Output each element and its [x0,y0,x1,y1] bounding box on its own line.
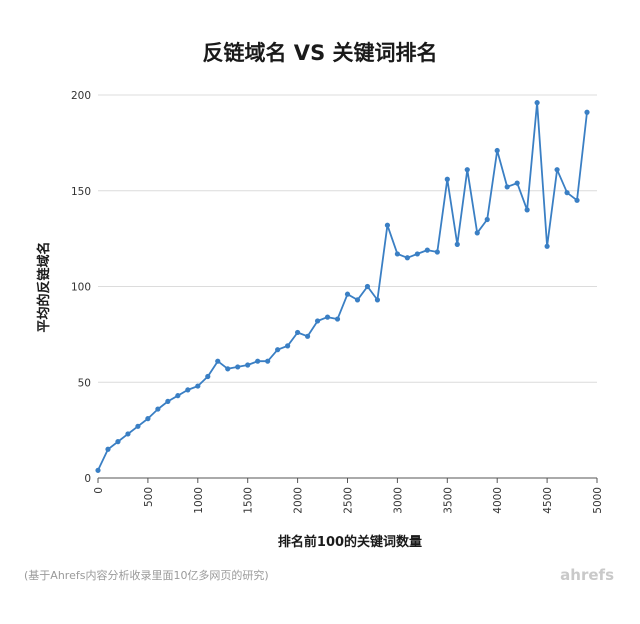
data-point [255,358,261,364]
data-point [245,362,251,368]
data-point [534,100,540,106]
data-point [494,147,500,154]
data-point [574,197,580,203]
data-point [135,423,141,429]
y-tick-label: 100 [71,282,91,294]
data-point [115,439,121,445]
data-point [145,416,151,422]
x-tick-label: 500 [143,487,155,507]
data-point [105,446,111,452]
data-point [544,243,550,249]
data-point [474,230,480,236]
data-point [514,180,520,186]
x-tick-label: 2000 [293,487,305,514]
data-point [155,406,161,412]
brand-logo-text: ahrefs [560,566,614,584]
data-point [324,314,331,320]
data-point [564,190,570,196]
data-point [364,283,371,290]
y-tick-label: 0 [84,473,91,485]
x-tick-label: 1000 [193,487,205,514]
data-point [314,318,321,324]
data-point [334,316,341,322]
data-point [504,184,510,190]
x-tick-label: 4000 [492,487,504,514]
x-tick-label: 5000 [592,487,604,514]
x-tick-label: 0 [93,487,105,494]
x-axis-label: 排名前100的关键词数量 [278,534,422,550]
data-point [304,333,311,339]
y-tick-label: 50 [78,377,91,389]
grid-lines [98,94,597,479]
x-tick-label: 3000 [392,487,404,514]
data-point [584,109,590,115]
y-tick-label: 200 [71,90,91,102]
data-point [484,216,490,223]
data-point [225,366,231,372]
y-tick-label: 150 [71,186,91,198]
data-point [95,467,101,473]
y-axis-label: 平均的反链域名 [36,241,52,332]
data-point [215,358,221,364]
data-point [235,364,241,370]
data-point [125,431,131,437]
data-point [404,255,410,261]
data-point [265,358,271,364]
y-axis-ticks: 0 50 100 150 200 [71,90,91,485]
data-point [344,291,351,297]
x-tick-label: 4500 [542,487,554,514]
x-tick-label: 3500 [442,487,454,514]
data-point [295,329,301,336]
data-point [424,247,430,253]
data-point [275,347,281,353]
data-point [175,393,181,399]
data-point [394,251,400,257]
data-point [444,176,450,182]
data-point [205,373,211,380]
data-point [454,241,460,247]
data-point [195,383,201,389]
data-point [464,167,470,173]
data-series [95,100,590,473]
data-point [165,398,171,404]
data-point [185,387,191,393]
x-axis-ticks: 0 500 1000 1500 2000 2500 3000 3500 4000 4500 5000 [93,478,604,514]
data-point [374,297,381,303]
data-point [434,249,440,255]
x-tick-label: 1500 [243,487,255,514]
data-point [554,167,560,173]
data-point [524,207,530,213]
footnote: (基于Ahrefs内容分析收录里面10亿多网页的研究) [24,568,269,582]
x-tick-label: 2500 [343,487,355,514]
chart-title: 反链域名 VS 关键词排名 [203,41,438,65]
data-point [354,297,361,303]
data-point [285,343,291,349]
data-point [384,222,391,228]
data-point [414,251,420,257]
